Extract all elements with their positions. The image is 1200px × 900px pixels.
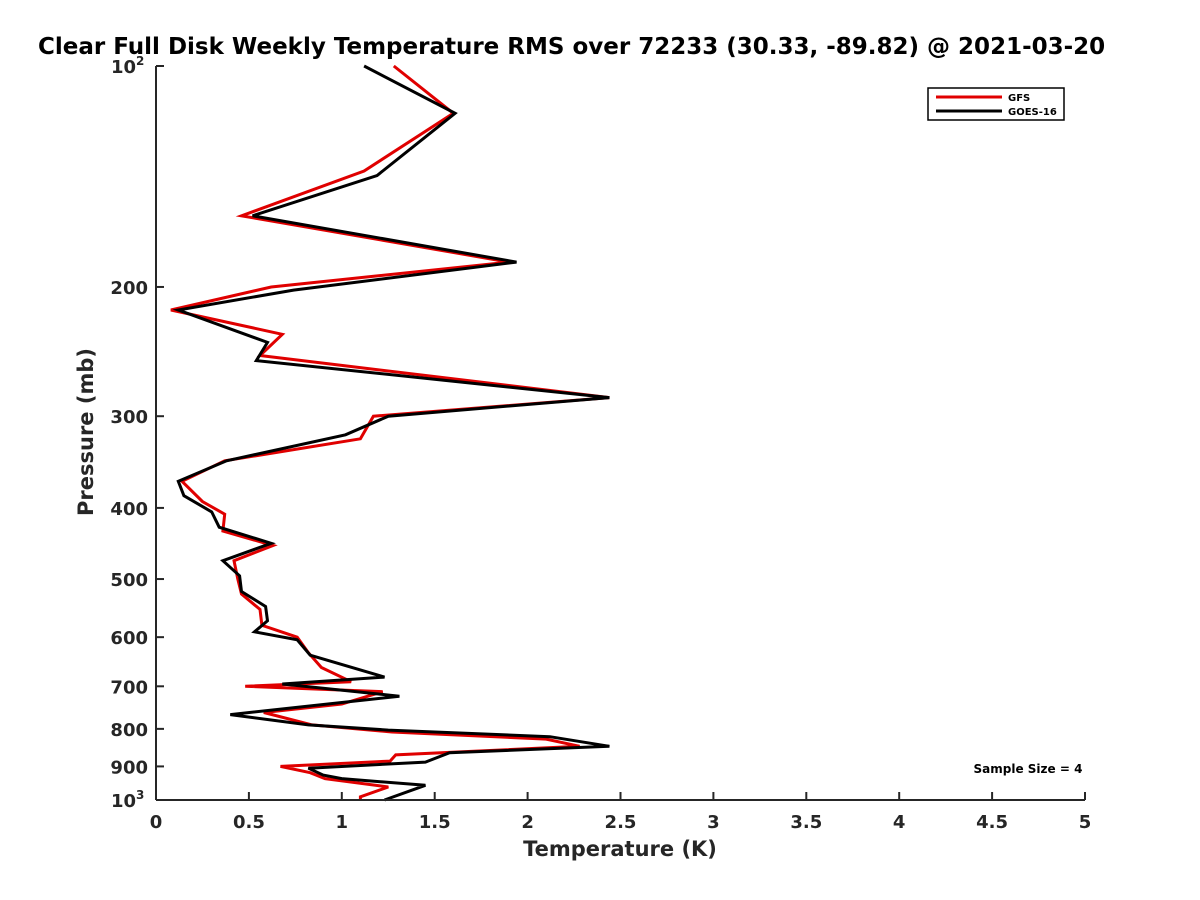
series-line-gfs	[170, 64, 610, 800]
x-tick-label: 5	[1079, 812, 1092, 833]
legend-label: GOES-16	[1008, 107, 1057, 118]
legend-entries: GFS GOES-16	[936, 93, 1057, 118]
legend: GFS GOES-16	[927, 87, 1065, 121]
x-tick-label: 2	[521, 812, 534, 833]
y-tick-label-exponent: 3	[136, 788, 144, 802]
annotations: Sample Size = 4	[974, 762, 1083, 776]
y-tick-label: 200	[110, 278, 148, 299]
chart-title: Clear Full Disk Weekly Temperature RMS o…	[38, 34, 1105, 60]
y-tick-label: 400	[110, 499, 148, 520]
y-axis-label: Pressure (mb)	[74, 348, 98, 516]
x-tick-label: 1	[336, 812, 349, 833]
sample-size-annotation: Sample Size = 4	[974, 762, 1083, 776]
axes: 0 0.5 1 1.5 2 2.5 3 3.5 4 4.5 5 10 2200300400500600…	[110, 54, 1091, 833]
x-tick-label: 1.5	[419, 812, 451, 833]
y-tick-label-exponent: 2	[136, 54, 144, 68]
legend-box	[927, 87, 1065, 121]
series-line-goes-16	[172, 64, 610, 802]
x-tick-label: 2.5	[605, 812, 637, 833]
series-layer	[170, 64, 610, 802]
y-tick-label: 900	[110, 757, 148, 778]
x-tick-label: 0	[150, 812, 163, 833]
y-tick-label: 10	[111, 791, 136, 812]
x-ticks: 0 0.5 1 1.5 2 2.5 3 3.5 4 4.5 5	[150, 792, 1092, 833]
x-tick-label: 4.5	[976, 812, 1008, 833]
y-tick-label: 600	[110, 628, 148, 649]
y-tick-label: 500	[110, 570, 148, 591]
legend-label: GFS	[1008, 93, 1030, 104]
x-tick-label: 3.5	[790, 812, 822, 833]
x-tick-label: 3	[707, 812, 720, 833]
y-tick-label: 300	[110, 407, 148, 428]
x-tick-label: 4	[893, 812, 906, 833]
x-tick-label: 0.5	[233, 812, 265, 833]
y-tick-label: 10	[111, 57, 136, 78]
y-tick-label: 700	[110, 677, 148, 698]
x-axis-label: Temperature (K)	[523, 837, 717, 861]
plot-area	[170, 64, 610, 802]
y-tick-label: 800	[110, 720, 148, 741]
